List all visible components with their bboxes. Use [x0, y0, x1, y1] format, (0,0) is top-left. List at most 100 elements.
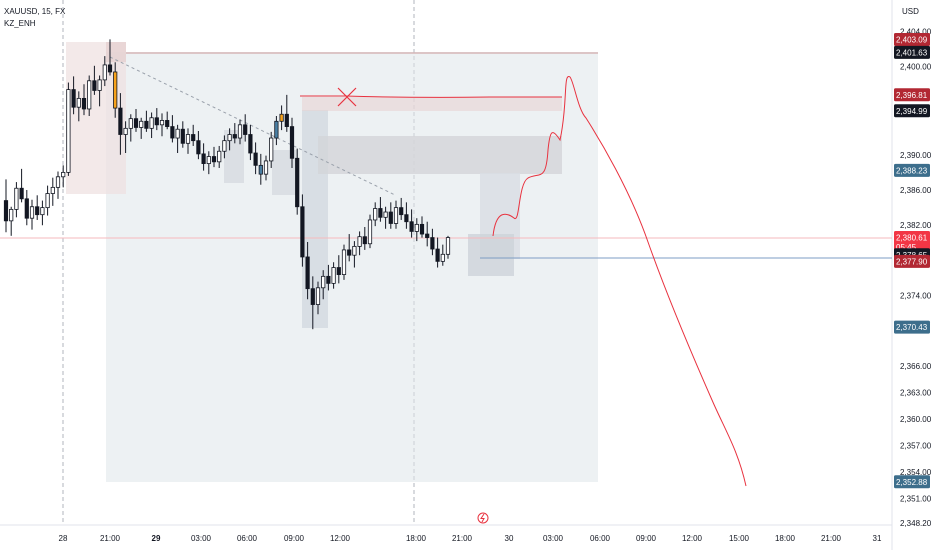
candle-body [445, 237, 451, 255]
candle [279, 105, 284, 131]
candle [154, 108, 159, 131]
time-tick-label: 28 [59, 534, 68, 543]
price-badge[interactable]: 2,394.99 [894, 104, 930, 118]
candle-body [326, 275, 331, 284]
candle [331, 262, 336, 289]
candle-body [118, 107, 123, 135]
candle-body [97, 79, 102, 91]
candle-body [362, 236, 367, 245]
price-badge[interactable]: 2,403.09 [894, 32, 930, 46]
candle-body [175, 128, 180, 139]
candle [45, 185, 50, 216]
candle-body [430, 237, 435, 250]
candle-body [3, 200, 9, 222]
time-tick-label: 06:00 [237, 534, 258, 543]
fvg-box[interactable] [272, 150, 298, 195]
time-tick-label: 15:00 [729, 534, 750, 543]
candle-body [123, 127, 128, 135]
session-high-box[interactable] [106, 42, 126, 62]
candle-body [315, 287, 321, 305]
candle-body [440, 253, 445, 262]
candle-body [40, 207, 45, 216]
price-badge[interactable]: 2,396.81 [894, 88, 930, 102]
candle-body [9, 208, 14, 222]
price-badge-bg [894, 254, 930, 268]
premium-zone[interactable] [302, 97, 562, 111]
candle-body [165, 120, 170, 127]
time-tick-label: 18:00 [775, 534, 796, 543]
candle [107, 39, 113, 76]
price-badge-label: 2,370.43 [896, 323, 928, 332]
time-tick-label: 21:00 [821, 534, 842, 543]
resistance-drawing[interactable] [300, 95, 562, 98]
price-badge[interactable]: 2,370.43 [894, 320, 930, 334]
candle [118, 93, 123, 155]
candle [243, 114, 248, 142]
candle [248, 124, 253, 161]
price-tick-label: 2,404.00 [900, 27, 932, 36]
candle-body [144, 120, 149, 129]
candle [185, 128, 191, 154]
candle-body [87, 80, 92, 110]
cross-mark[interactable] [337, 87, 357, 107]
price-badge-bg [894, 163, 930, 177]
projection-drawing[interactable] [492, 76, 747, 487]
candle [81, 84, 87, 116]
candle [19, 168, 24, 203]
candle-body [139, 120, 144, 128]
candle-body [321, 275, 326, 289]
imbalance-zone[interactable] [318, 136, 562, 174]
candle [404, 202, 409, 229]
candle [367, 214, 373, 249]
price-badge[interactable]: 2,388.23 [894, 163, 930, 177]
candle-body [378, 208, 383, 218]
candle [388, 202, 393, 229]
candle [373, 202, 378, 227]
time-tick-label: 09:00 [284, 534, 305, 543]
candle [61, 165, 66, 188]
candle [102, 56, 107, 87]
price-badge-bg [894, 32, 930, 46]
candle-body [92, 80, 97, 91]
candle-body [154, 117, 159, 126]
session-highlight-box[interactable] [66, 42, 126, 194]
candle-body [50, 186, 55, 194]
candle-body [243, 124, 248, 135]
alert-icon[interactable] [477, 512, 489, 524]
price-tick-label: 2,374.00 [900, 292, 932, 301]
candle-body [373, 208, 378, 221]
candle [284, 94, 289, 132]
candle [341, 244, 347, 280]
time-tick-label: 30 [505, 534, 514, 543]
price-tick-label: 2,348.20 [900, 519, 932, 528]
candle-body [76, 97, 81, 108]
currency-label[interactable]: USD [902, 7, 919, 16]
candle [76, 91, 81, 122]
candle [180, 121, 185, 148]
price-badge[interactable]: 2,377.90 [894, 254, 930, 268]
entry-zone[interactable] [468, 234, 514, 276]
candle-body [237, 124, 243, 139]
time-tick-label: 06:00 [590, 534, 611, 543]
candle [347, 234, 352, 262]
candle-body [419, 223, 425, 235]
range-zone[interactable] [106, 52, 598, 482]
fvg-box[interactable] [224, 130, 244, 183]
price-badge[interactable]: 2,401.63 [894, 45, 930, 59]
price-badge[interactable]: 2,352.88 [894, 475, 930, 489]
trend-line[interactable] [109, 56, 396, 196]
candle-body [170, 126, 175, 139]
candle-body [331, 267, 336, 284]
candle-body [295, 157, 300, 208]
candle [24, 190, 29, 226]
candle [430, 228, 435, 256]
candle-body [248, 134, 253, 154]
candle [206, 151, 211, 175]
candle [170, 115, 175, 143]
price-badge-label: 2,403.09 [896, 35, 928, 44]
candle-body [383, 211, 388, 218]
price-badge-bg [894, 88, 930, 102]
